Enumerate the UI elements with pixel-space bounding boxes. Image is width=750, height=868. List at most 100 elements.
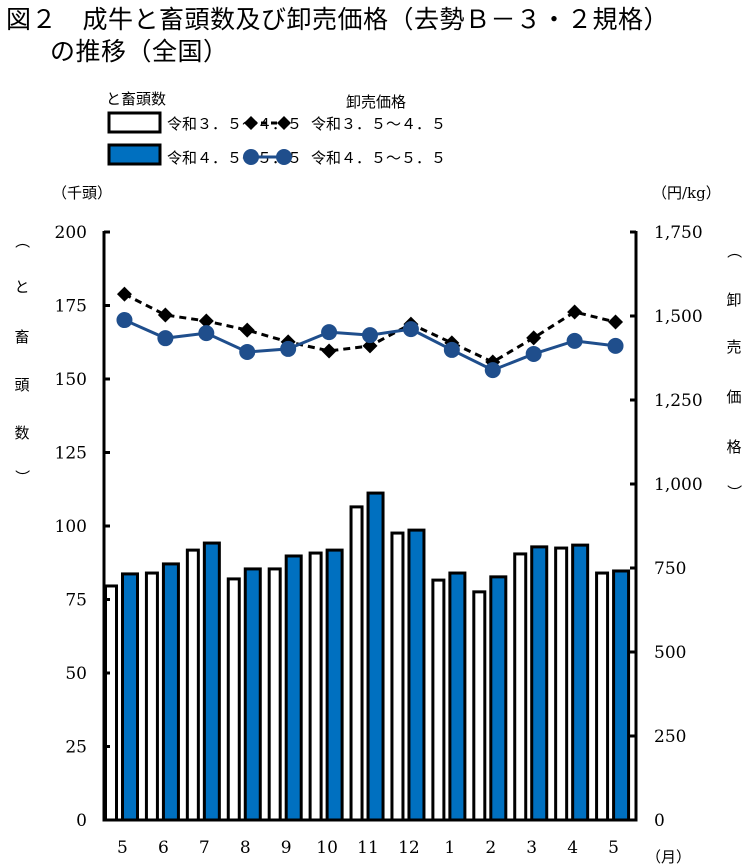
bar-curr	[366, 491, 385, 822]
bar-prev	[595, 571, 610, 822]
bar-prev	[267, 567, 282, 822]
right-axis-title-char: 売	[726, 338, 741, 356]
line-curr-point	[198, 325, 215, 342]
x-axis-tick-label: 4	[567, 838, 578, 858]
left-axis-title-char: （	[13, 233, 31, 248]
legend-label-line-curr: 令和４．５～５．５	[311, 149, 446, 167]
bar-prev	[226, 577, 241, 822]
x-axis-ticks: 5 6 7 8 9 10 11 12 1 2 3 4 5	[117, 838, 619, 858]
x-axis-label: （月）	[646, 848, 691, 866]
bar-prev	[513, 552, 528, 822]
left-axis-tick-label: 175	[55, 297, 87, 317]
line-prev-point	[116, 286, 132, 302]
legend: と畜頭数 卸売価格 令和３．５～４．５ 令和４．５～５．５ 令和３．５～４．５ …	[106, 90, 446, 167]
right-axis-title-char: （	[725, 243, 743, 258]
line-curr-point	[239, 343, 256, 360]
bar-prev	[431, 578, 446, 822]
line-curr-point	[443, 341, 460, 358]
right-axis-title-char: ）	[725, 484, 743, 499]
circle-marker-icon	[276, 149, 292, 165]
left-axis-tick-label: 100	[55, 517, 87, 537]
chart-title-line2: の推移（全国）	[50, 37, 229, 66]
bar-curr	[161, 562, 180, 822]
line-series	[116, 286, 624, 379]
line-curr-point	[157, 330, 174, 347]
bar-curr	[407, 528, 426, 822]
right-axis-tick-label: 1,000	[654, 475, 703, 495]
left-axis-title-char: 数	[14, 424, 29, 442]
x-axis-tick-label: 9	[281, 838, 292, 858]
bar-curr	[530, 545, 549, 822]
chart-title-line1: 図２ 成牛と畜頭数及び卸売価格（去勢Ｂ－３・２規格）	[6, 5, 670, 34]
legend-swatch-bar-prev	[107, 111, 162, 134]
right-axis-ticks: 0 250 500 750 1,000 1,250 1,500 1,750	[630, 223, 703, 831]
bar-prev	[554, 546, 569, 822]
bar-curr	[448, 571, 467, 822]
bar-curr	[243, 567, 262, 822]
diamond-marker-icon	[277, 116, 291, 130]
line-prev-point	[239, 322, 255, 338]
line-prev-point	[321, 343, 337, 359]
x-axis-tick-label: 5	[117, 838, 128, 858]
line-curr-point	[525, 345, 542, 362]
right-axis-tick-label: 1,500	[654, 307, 703, 327]
left-axis-tick-label: 25	[65, 738, 87, 758]
x-axis-tick-label: 7	[199, 838, 210, 858]
bar-curr	[202, 541, 221, 822]
left-axis-tick-label: 75	[65, 591, 87, 611]
x-axis-tick-label: 1	[444, 838, 455, 858]
legend-swatch-line-curr	[243, 149, 292, 165]
line-curr-point	[362, 327, 378, 344]
diamond-marker-icon	[244, 116, 258, 130]
bar-curr	[571, 543, 590, 822]
right-axis-tick-label: 750	[654, 559, 686, 579]
right-axis-title-char: 価	[726, 388, 741, 406]
line-prev-point	[526, 330, 542, 346]
bar-prev	[349, 505, 364, 822]
right-axis-tick-label: 500	[654, 643, 686, 663]
left-axis-tick-label: 125	[55, 444, 87, 464]
line-curr-point	[484, 362, 501, 379]
legend-label-bar-prev: 令和３．５～４．５	[167, 115, 302, 133]
x-axis-tick-label: 5	[608, 838, 619, 858]
right-axis-tick-label: 1,750	[654, 223, 703, 243]
legend-swatch-bar-curr	[107, 143, 162, 166]
x-axis-tick-label: 6	[158, 838, 169, 858]
bar-curr	[284, 554, 303, 822]
x-axis-tick-label: 12	[398, 838, 420, 858]
bar-series	[104, 491, 631, 822]
bar-curr	[121, 572, 139, 822]
left-axis-ticks: 0 25 50 75 100 125 150 175 200	[55, 223, 110, 831]
right-axis-title-char: 卸	[726, 291, 741, 309]
left-axis-unit: （千頭）	[52, 184, 112, 202]
left-axis-tick-label: 50	[65, 664, 87, 684]
line-prev-point	[608, 314, 624, 330]
x-axis-tick-label: 10	[316, 838, 338, 858]
line-curr-point	[402, 321, 419, 338]
left-axis-title-char: と	[14, 278, 29, 296]
line-prev-point	[567, 304, 583, 320]
bar-prev	[308, 551, 323, 822]
bar-prev	[144, 571, 159, 822]
legend-label-bar-curr: 令和４．５～５．５	[167, 149, 302, 167]
left-axis-title-char: 頭	[14, 376, 29, 394]
line-prev-point	[198, 313, 214, 329]
line-prev-point	[157, 307, 173, 323]
right-axis-tick-label: 250	[654, 727, 686, 747]
right-axis-unit: （円/kg）	[652, 184, 721, 202]
legend-swatch-line-prev	[244, 116, 291, 130]
right-axis-tick-label: 1,250	[654, 391, 703, 411]
line-curr-point	[280, 340, 297, 357]
bar-prev	[185, 548, 200, 822]
line-curr-point	[321, 324, 338, 341]
legend-label-line-prev: 令和３．５～４．５	[311, 115, 446, 133]
bar-curr	[325, 548, 344, 822]
x-axis-tick-label: 2	[485, 838, 496, 858]
left-axis-tick-label: 150	[55, 370, 87, 390]
right-axis-title: （ 卸売価格 ）	[725, 243, 743, 499]
left-axis-title: （ と畜頭数 ）	[13, 233, 31, 484]
left-axis-tick-label: 0	[76, 811, 87, 831]
x-axis-tick-label: 8	[240, 838, 251, 858]
bar-curr	[612, 569, 631, 822]
